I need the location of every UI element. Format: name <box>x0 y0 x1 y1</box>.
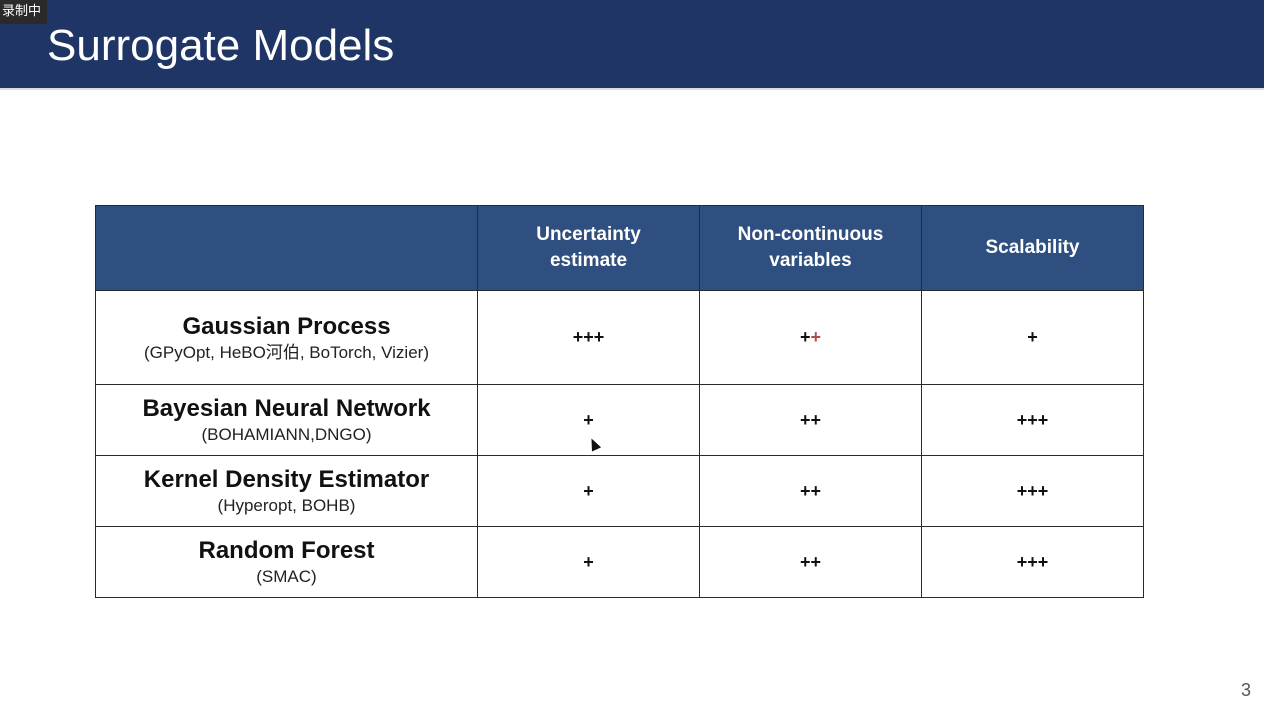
uncertainty-rating: + <box>583 551 594 572</box>
model-libraries: (SMAC) <box>256 567 317 586</box>
model-name: Bayesian Neural Network <box>142 395 431 422</box>
rating-cell: +++ <box>921 526 1144 598</box>
header-non-continuous-label: Non-continuous variables <box>737 224 884 271</box>
uncertainty-rating: +++ <box>572 327 605 347</box>
model-name: Gaussian Process <box>182 312 391 340</box>
header-scalability-label: Scalability <box>985 237 1080 258</box>
non-continuous-rating-accent: + <box>810 327 822 347</box>
model-cell: Bayesian Neural Network (BOHAMIANN,DNGO) <box>95 384 478 456</box>
header-scalability: Scalability <box>921 205 1144 291</box>
model-libraries: (BOHAMIANN,DNGO) <box>201 425 372 444</box>
scalability-rating: +++ <box>1016 480 1049 501</box>
title-divider <box>0 88 1264 90</box>
scalability-rating: +++ <box>1016 409 1049 430</box>
title-bar: Surrogate Models <box>0 0 1264 88</box>
uncertainty-rating: + <box>583 409 594 430</box>
table-row: Kernel Density Estimator (Hyperopt, BOHB… <box>95 455 1144 527</box>
scalability-rating: +++ <box>1016 551 1049 572</box>
header-uncertainty-estimate: Uncertainty estimate <box>477 205 700 291</box>
model-libraries: (GPyOpt, HeBO河伯, BoTorch, Vizier) <box>144 342 429 362</box>
table-row: Gaussian Process (GPyOpt, HeBO河伯, BoTorc… <box>95 290 1144 385</box>
rating-cell: + <box>921 290 1144 385</box>
rating-cell: ++ <box>699 384 922 456</box>
rating-cell: ++ <box>699 526 922 598</box>
table-row: Random Forest (SMAC) + ++ +++ <box>95 526 1144 598</box>
rating-cell: ++ <box>699 290 922 385</box>
model-cell: Kernel Density Estimator (Hyperopt, BOHB… <box>95 455 478 527</box>
comparison-table: Uncertainty estimate Non-continuous vari… <box>95 205 1144 598</box>
non-continuous-rating-main: + <box>799 327 811 347</box>
model-cell: Gaussian Process (GPyOpt, HeBO河伯, BoTorc… <box>95 290 478 385</box>
model-cell: Random Forest (SMAC) <box>95 526 478 598</box>
model-name: Random Forest <box>198 537 375 564</box>
header-cell-empty <box>95 205 478 291</box>
header-uncertainty-label: Uncertainty estimate <box>536 224 641 271</box>
model-libraries: (Hyperopt, BOHB) <box>217 496 356 515</box>
non-continuous-rating: ++ <box>799 480 822 501</box>
table-row: Bayesian Neural Network (BOHAMIANN,DNGO)… <box>95 384 1144 456</box>
rating-cell: + <box>477 455 700 527</box>
non-continuous-rating: ++ <box>799 409 822 430</box>
rating-cell: +++ <box>921 384 1144 456</box>
rating-cell: +++ <box>921 455 1144 527</box>
recording-badge: 录制中 <box>0 0 48 24</box>
uncertainty-rating: + <box>583 480 594 501</box>
header-row: Uncertainty estimate Non-continuous vari… <box>95 205 1144 291</box>
header-non-continuous-variables: Non-continuous variables <box>699 205 922 291</box>
non-continuous-rating: ++ <box>800 327 821 347</box>
slide-title: Surrogate Models <box>47 21 395 70</box>
model-name: Kernel Density Estimator <box>143 466 430 493</box>
rating-cell: + <box>477 526 700 598</box>
scalability-rating: + <box>1027 327 1038 347</box>
rating-cell: + <box>477 384 700 456</box>
rating-cell: ++ <box>699 455 922 527</box>
page-number: 3 <box>1240 680 1251 700</box>
rating-cell: +++ <box>477 290 700 385</box>
non-continuous-rating: ++ <box>799 551 822 572</box>
